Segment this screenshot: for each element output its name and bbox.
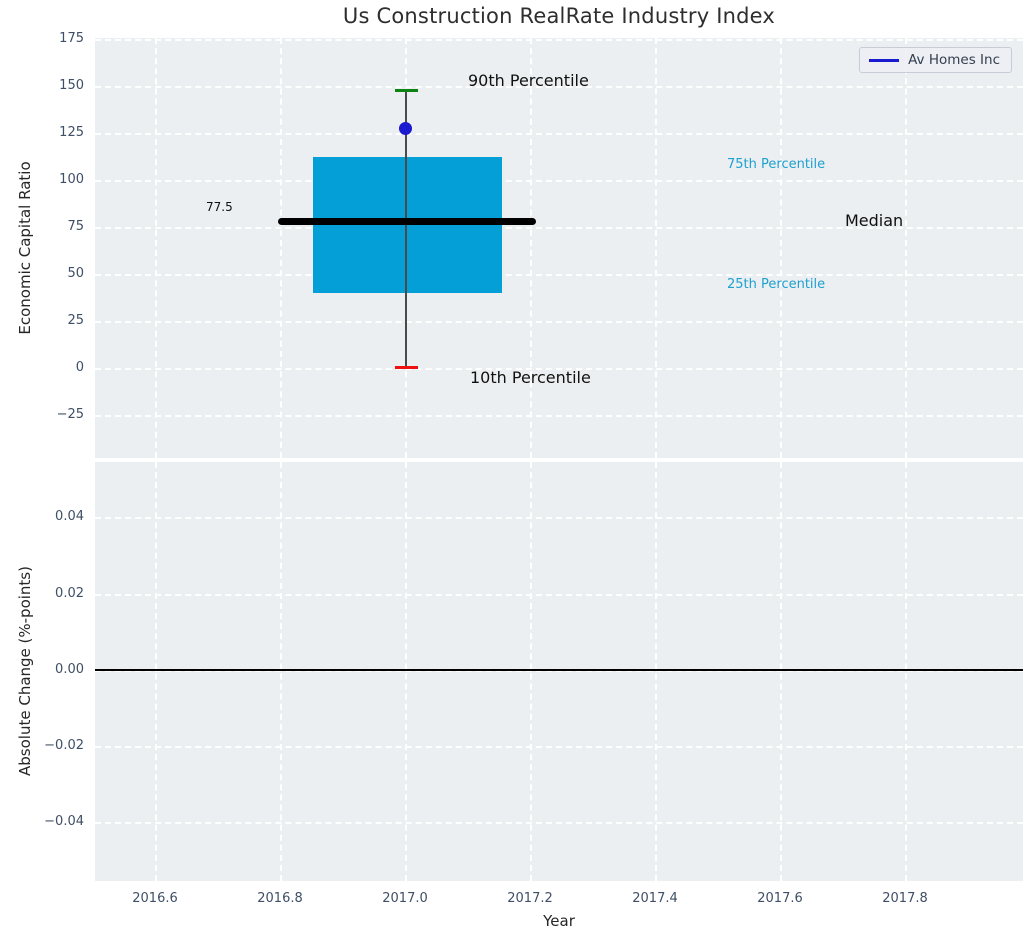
gridline-vertical: [155, 38, 157, 458]
top-yaxis-label: Economic Capital Ratio: [16, 161, 34, 335]
median-value-label: 77.5: [206, 200, 233, 214]
percentile-25-label: 25th Percentile: [727, 277, 826, 292]
gridline-horizontal: [95, 86, 1023, 88]
xaxis-label: Year: [543, 912, 575, 930]
percentile-75-label: 75th Percentile: [727, 157, 826, 172]
ytick-label: 175: [59, 31, 84, 46]
xtick-label: 2017.2: [507, 891, 553, 906]
median-label: Median: [845, 211, 904, 230]
whisker-line: [405, 90, 407, 368]
gridline-horizontal: [95, 274, 1023, 276]
ytick-label: 0.04: [55, 509, 84, 524]
ytick-label: −0.02: [44, 738, 84, 753]
ytick-label: 125: [59, 125, 84, 140]
percentile-90-cap: [395, 89, 418, 92]
gridline-horizontal: [95, 594, 1023, 596]
gridline-horizontal: [95, 180, 1023, 182]
legend-series-label: Av Homes Inc: [908, 52, 1000, 68]
gridline-horizontal: [95, 746, 1023, 748]
ytick-label: 75: [67, 219, 84, 234]
ytick-label: 150: [59, 78, 84, 93]
legend-line-swatch: [869, 58, 900, 62]
gridline-horizontal: [95, 39, 1023, 41]
percentile-10-label: 10th Percentile: [470, 368, 591, 387]
ytick-label: 25: [67, 313, 84, 328]
top-plot-area: 90th Percentile 75th Percentile 77.5 Med…: [95, 38, 1023, 458]
ytick-label: 100: [59, 172, 84, 187]
chart-title: Us Construction RealRate Industry Index: [342, 4, 776, 28]
xtick-label: 2017.4: [632, 891, 678, 906]
zero-baseline: [95, 669, 1023, 671]
gridline-vertical: [280, 38, 282, 458]
gridline-vertical: [655, 38, 657, 458]
gridline-horizontal: [95, 321, 1023, 323]
gridline-horizontal: [95, 368, 1023, 370]
gridline-horizontal: [95, 227, 1023, 229]
ytick-label: 0: [75, 360, 84, 375]
gridline-horizontal: [95, 822, 1023, 824]
legend: Av Homes Inc: [859, 47, 1012, 73]
gridline-horizontal: [95, 517, 1023, 519]
xtick-label: 2017.8: [882, 891, 928, 906]
median-line: [278, 218, 536, 225]
ytick-label: 0.00: [55, 662, 84, 677]
xtick-label: 2016.8: [257, 891, 303, 906]
gridline-horizontal: [95, 133, 1023, 135]
xtick-label: 2016.6: [132, 891, 178, 906]
ytick-label: 0.02: [55, 586, 84, 601]
bottom-plot-area: [95, 462, 1023, 881]
percentile-10-cap: [395, 366, 418, 369]
xtick-label: 2017.6: [757, 891, 803, 906]
xtick-label: 2017.0: [382, 891, 428, 906]
ytick-label: −0.04: [44, 814, 84, 829]
percentile-90-label: 90th Percentile: [468, 71, 589, 90]
gridline-vertical: [905, 38, 907, 458]
gridline-vertical: [780, 38, 782, 458]
ytick-label: 50: [67, 266, 84, 281]
gridline-horizontal: [95, 415, 1023, 417]
gridline-vertical: [530, 38, 532, 458]
company-marker-dot: [399, 122, 412, 135]
gridline-horizontal: [95, 670, 1023, 672]
ytick-label: −25: [56, 407, 84, 422]
interquartile-box: [313, 157, 502, 293]
bottom-yaxis-label: Absolute Change (%-points): [16, 566, 34, 776]
